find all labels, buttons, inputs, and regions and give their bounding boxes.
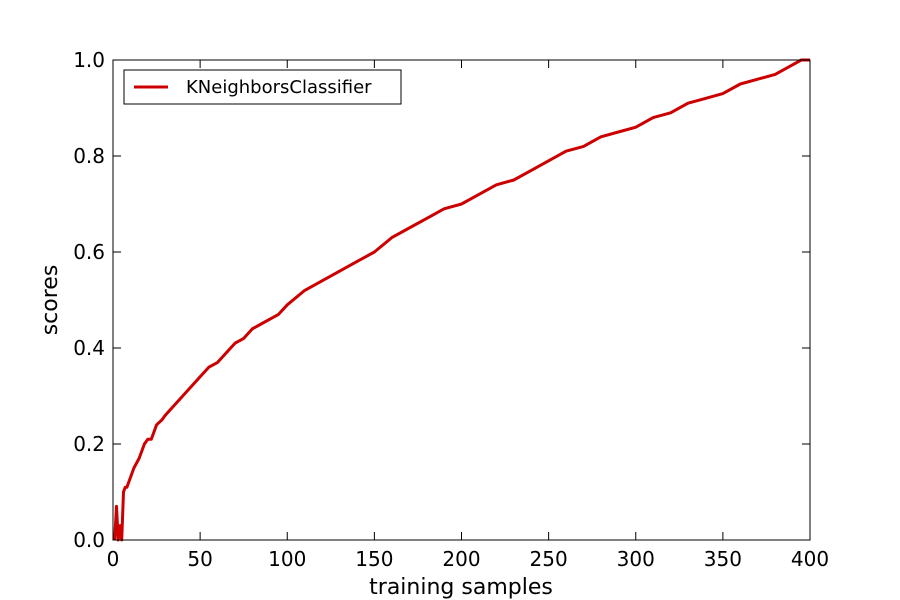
x-tick-label: 400	[791, 547, 829, 571]
y-tick-label: 0.8	[73, 144, 105, 168]
x-tick-label: 150	[355, 547, 393, 571]
x-tick-label: 200	[442, 547, 480, 571]
series-layer	[113, 58, 810, 542]
y-tick-label: 0.6	[73, 240, 105, 264]
legend-label-kneighborsclassifier: KNeighborsClassifier	[186, 77, 372, 98]
y-tick-label: 0.0	[73, 528, 105, 552]
legend: KNeighborsClassifier	[123, 69, 402, 105]
y-tick-label: 1.0	[73, 48, 105, 72]
x-tick-label: 350	[704, 547, 742, 571]
x-axis-label: training samples	[369, 575, 553, 600]
y-tick-label: 0.2	[73, 432, 105, 456]
x-tick-label: 100	[268, 547, 306, 571]
x-tick-label: 50	[187, 547, 212, 571]
x-tick-label: 250	[530, 547, 568, 571]
series-line-kneighborsclassifier	[113, 58, 810, 542]
x-tick-label: 300	[617, 547, 655, 571]
ticks-layer: 0 50 100 150 200 250 300 350 400 0.0 0.2 0.4 0.6 0.8 1…	[73, 48, 829, 571]
legend-box	[123, 69, 402, 105]
y-axis-label: scores	[38, 265, 63, 336]
y-tick-label: 0.4	[73, 336, 105, 360]
plot-frame	[112, 59, 811, 541]
x-tick-label: 0	[107, 547, 120, 571]
